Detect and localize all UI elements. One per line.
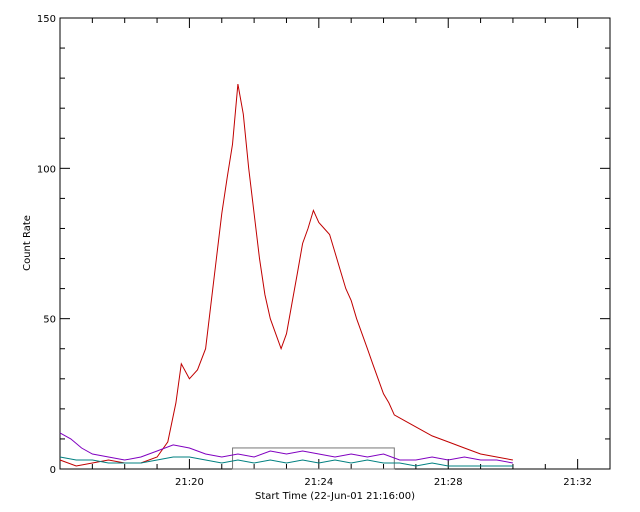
highlight-box [232,447,395,470]
series-line-3 [59,456,513,467]
y-tick-label: 100 [37,164,56,175]
y-tick-label: 50 [43,315,56,326]
x-tick-label: 21:24 [304,477,333,488]
series-lines [59,84,513,467]
x-tick-label: 21:20 [175,477,204,488]
x-tick-label: 21:32 [563,477,592,488]
series-line-2 [59,432,513,464]
axis-ticks [59,17,611,470]
series-line-1 [59,84,513,467]
y-tick-label: 150 [37,14,56,25]
x-axis-title: Start Time (22-Jun-01 21:16:00) [255,491,415,502]
y-axis-title: Count Rate [22,215,33,271]
y-tick-label: 0 [50,465,56,476]
x-tick-label: 21:28 [434,477,463,488]
plot-area-frame [59,17,611,470]
axis-tick-labels: 21:20 21:24 21:28 21:32 0 50 100 150 [37,14,592,488]
